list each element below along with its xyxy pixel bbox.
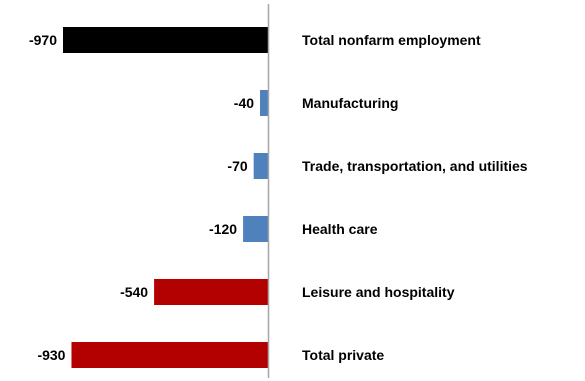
category-label-5: Total private bbox=[302, 347, 384, 363]
category-label-1: Manufacturing bbox=[302, 95, 398, 111]
value-label-0: -970 bbox=[29, 32, 57, 48]
value-label-3: -120 bbox=[209, 221, 237, 237]
category-label-4: Leisure and hospitality bbox=[302, 284, 455, 300]
bar-2 bbox=[253, 153, 269, 179]
bars-group bbox=[63, 27, 269, 368]
bar-4 bbox=[154, 279, 269, 305]
value-label-1: -40 bbox=[234, 95, 254, 111]
value-label-4: -540 bbox=[120, 284, 148, 300]
bar-3 bbox=[243, 216, 269, 242]
bar-1 bbox=[260, 90, 269, 116]
labels-group: -970 Total nonfarm employment -40 Manufactu… bbox=[29, 32, 528, 363]
bar-5 bbox=[71, 342, 269, 368]
bar-0 bbox=[63, 27, 269, 53]
category-label-3: Health care bbox=[302, 221, 378, 237]
value-label-5: -930 bbox=[37, 347, 65, 363]
category-label-0: Total nonfarm employment bbox=[302, 32, 481, 48]
category-label-2: Trade, transportation, and utilities bbox=[302, 158, 528, 174]
value-label-2: -70 bbox=[227, 158, 247, 174]
